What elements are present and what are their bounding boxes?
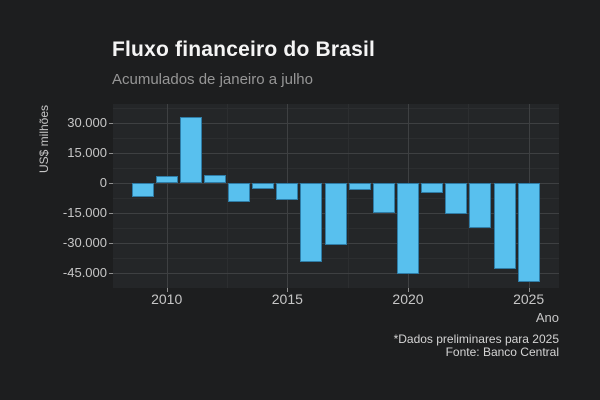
bar-2022: [445, 183, 468, 215]
bar-2011: [179, 117, 202, 184]
x-tick-label: 2025: [513, 291, 545, 307]
x-tick-mark: [166, 288, 168, 292]
bar-2010: [155, 176, 178, 184]
y-tick-mark: [109, 213, 113, 215]
x-tick-mark: [287, 288, 289, 292]
major-gridline-h: [113, 123, 559, 125]
x-axis-title: Ano: [535, 310, 559, 325]
caption-line-2: Fonte: Banco Central: [445, 345, 559, 359]
chart-title: Fluxo financeiro do Brasil: [112, 38, 376, 61]
bar-2015: [276, 183, 299, 200]
y-tick-mark: [109, 123, 113, 125]
chart-subtitle: Acumulados de janeiro a julho: [112, 71, 313, 88]
bar-2017: [324, 183, 347, 245]
minor-gridline-v: [227, 104, 229, 288]
major-gridline-h: [113, 153, 559, 155]
bar-2009: [131, 183, 154, 198]
plot-panel: [113, 104, 559, 288]
bar-2025: [517, 183, 540, 282]
bar-2012: [203, 175, 226, 184]
bar-2014: [252, 183, 275, 190]
x-tick-label: 2020: [392, 291, 424, 307]
x-tick-mark: [528, 288, 530, 292]
minor-gridline-v: [468, 104, 470, 288]
minor-gridline-h: [113, 108, 559, 110]
chart-caption: *Dados preliminares para 2025 Fonte: Ban…: [394, 333, 559, 359]
y-tick-mark: [109, 243, 113, 245]
bar-2019: [372, 183, 395, 213]
major-gridline-h: [113, 273, 559, 275]
minor-gridline-h: [113, 138, 559, 140]
y-tick-mark: [109, 183, 113, 185]
minor-gridline-v: [347, 104, 349, 288]
bar-2020: [397, 183, 419, 274]
y-tick-label: -30.000: [62, 235, 107, 251]
minor-gridline-h: [113, 258, 559, 260]
bar-2018: [348, 183, 371, 190]
x-tick-label: 2010: [151, 291, 183, 307]
bar-2024: [493, 183, 516, 270]
y-tick-label: 0: [99, 175, 107, 191]
y-tick-label: -45.000: [62, 265, 107, 281]
y-axis-title: US$ milhões: [37, 104, 51, 174]
y-tick-label: 30.000: [67, 115, 107, 131]
major-gridline-v: [166, 104, 168, 288]
y-tick-mark: [109, 153, 113, 155]
bar-2023: [469, 183, 492, 229]
bar-2021: [421, 183, 444, 194]
y-tick-mark: [109, 273, 113, 275]
minor-gridline-h: [113, 168, 559, 170]
x-tick-mark: [408, 288, 409, 292]
caption-line-1: *Dados preliminares para 2025: [393, 332, 559, 346]
x-tick-label: 2015: [271, 291, 303, 307]
bar-2013: [228, 183, 251, 202]
bar-2016: [300, 183, 323, 262]
y-tick-label: -15.000: [62, 205, 107, 221]
y-tick-label: 15.000: [67, 145, 107, 161]
